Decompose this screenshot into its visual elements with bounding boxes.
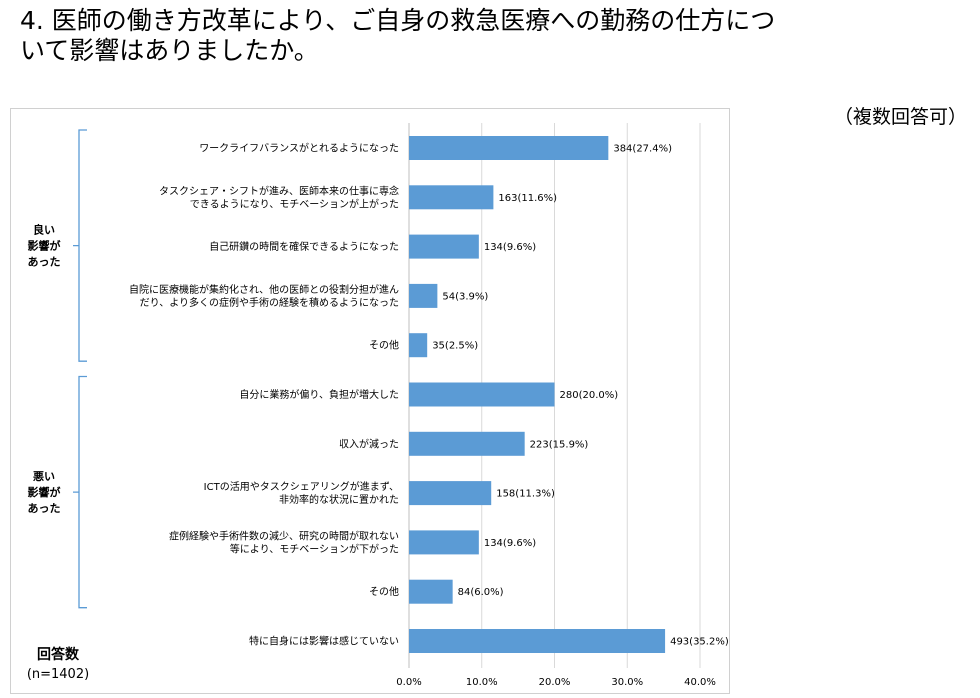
category-label-line: ICTの活用やタスクシェアリングが進まず、 (204, 480, 399, 493)
category-label: ワークライフバランスがとれるようになった (199, 142, 399, 155)
page-title: 4. 医師の働き方改革により、ご自身の救急医療への勤務の仕方について影響はありま… (20, 6, 776, 65)
bar (409, 185, 494, 210)
data-label: 384(27.4%) (613, 144, 672, 155)
respondent-count: 回答数 (n=1402) (26, 646, 90, 684)
data-label: 158(11.3%) (496, 489, 555, 500)
bar (409, 629, 666, 653)
category-label-line: 収入が減った (339, 437, 399, 450)
bar (409, 431, 525, 456)
bar (409, 579, 453, 604)
category-label-line: できるようになり、モチベーションが上がった (190, 197, 399, 210)
group-label-line: 良い (33, 223, 55, 237)
category-label-line: 特に自身には影響は感じていない (249, 635, 399, 648)
category-label: 収入が減った (339, 437, 399, 450)
category-label: 自院に医療機能が集約化され、他の医師との役割分担が進んだり、より多くの症例や手術… (129, 283, 399, 309)
bar (409, 530, 479, 555)
category-label: 自己研鑽の時間を確保できるようになった (209, 240, 399, 253)
data-label: 134(9.6%) (484, 242, 536, 253)
bar (409, 136, 609, 160)
data-label: 54(3.9%) (442, 291, 488, 302)
category-label: ICTの活用やタスクシェアリングが進まず、非効率的な状況に置かれた (204, 480, 399, 506)
x-tick-label: 0.0% (396, 677, 421, 688)
category-label-line: タスクシェア・シフトが進み、医師本来の仕事に専念 (159, 184, 399, 197)
group-label-line: 悪い (33, 470, 55, 483)
category-label-line: だり、より多くの症例や手術の経験を積めるようになった (140, 296, 399, 309)
x-tick-label: 30.0% (611, 677, 643, 688)
category-label: その他 (369, 585, 399, 598)
data-label: 280(20.0%) (560, 390, 619, 401)
category-label-line: 症例経験や手術件数の減少、研究の時間が取れない (169, 529, 399, 542)
category-label-line: 自己研鑽の時間を確保できるようになった (209, 240, 399, 253)
data-label: 493(35.2%) (670, 637, 729, 648)
data-label: 134(9.6%) (484, 538, 536, 549)
group-label: 良い影響があった (28, 223, 61, 269)
chart-frame (10, 108, 730, 694)
category-label: 特に自身には影響は感じていない (249, 635, 399, 648)
category-label-line: 自院に医療機能が集約化され、他の医師との役割分担が進ん (129, 283, 399, 296)
category-label-line: その他 (369, 585, 399, 598)
group-label-line: あった (28, 502, 61, 515)
data-label: 84(6.0%) (458, 587, 504, 598)
group-label: 悪い影響があった (28, 470, 61, 515)
bar (409, 382, 555, 407)
respondent-count-label: 回答数 (37, 647, 79, 663)
data-label: 223(15.9%) (530, 439, 589, 450)
category-label: 症例経験や手術件数の減少、研究の時間が取れない等により、モチベーションが下がった (169, 529, 399, 555)
group-bracket (73, 129, 87, 362)
bar (409, 234, 479, 259)
data-label: 35(2.5%) (432, 341, 478, 352)
category-label: 自分に業務が偏り、負担が増大した (239, 388, 399, 401)
category-label: タスクシェア・シフトが進み、医師本来の仕事に専念できるようになり、モチベーション… (159, 184, 399, 210)
category-label: その他 (369, 339, 399, 352)
category-label-line: 自分に業務が偏り、負担が増大した (239, 388, 399, 401)
group-bracket (73, 375, 87, 609)
bar (409, 481, 492, 506)
category-label-line: ワークライフバランスがとれるようになった (199, 142, 399, 155)
group-label-line: 影響が (28, 485, 61, 499)
category-label-line: その他 (369, 339, 399, 352)
x-tick-label: 40.0% (684, 677, 716, 688)
x-tick-label: 10.0% (466, 677, 498, 688)
x-tick-label: 20.0% (539, 677, 571, 688)
respondent-count-value: (n=1402) (26, 667, 90, 682)
data-label: 163(11.6%) (498, 193, 557, 204)
group-label-line: あった (28, 256, 61, 269)
category-label-line: 等により、モチベーションが下がった (230, 542, 399, 555)
bar (409, 333, 428, 358)
multiple-answer-note: （複数回答可） (834, 106, 968, 128)
bar (409, 283, 438, 308)
category-label-line: 非効率的な状況に置かれた (279, 493, 399, 506)
group-label-line: 影響が (28, 239, 61, 253)
